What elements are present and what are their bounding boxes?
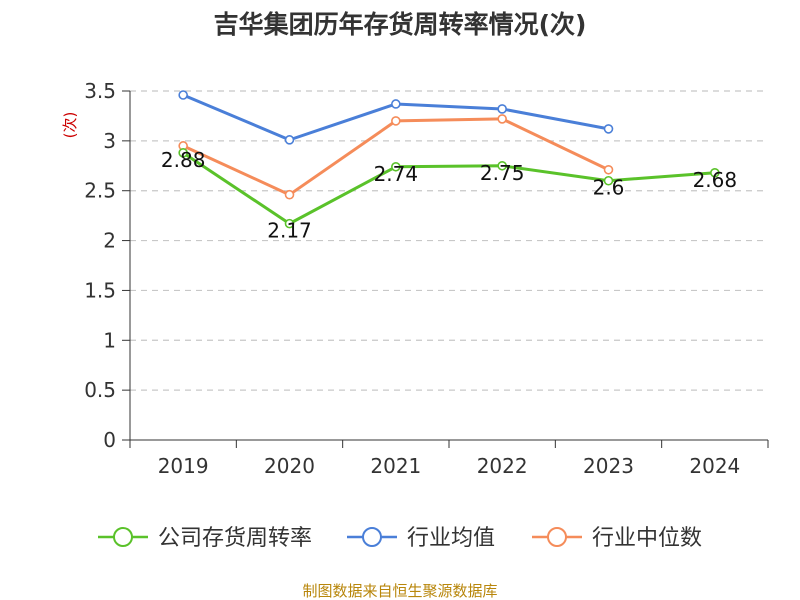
series-1-point-2023 [603, 124, 614, 134]
series-2-point-2022 [497, 114, 507, 124]
series-2-point-2021 [391, 116, 401, 126]
y-tick-label-4: 2 [103, 229, 116, 253]
data-label-2023: 2.6 [593, 176, 625, 200]
plot-area: 2.88 2.17 2.74 2.75 2.6 2.68 [161, 90, 738, 243]
chart-title: 吉华集团历年存货周转率情况(次) [214, 10, 587, 39]
series-1-point-2020 [284, 135, 295, 145]
legend-marker-0 [113, 527, 133, 547]
y-tick-label-1: 0.5 [84, 378, 116, 402]
x-tick-label-2023: 2023 [583, 454, 634, 478]
x-tick-label-2024: 2024 [689, 454, 740, 478]
series-0-point-2024 [710, 167, 720, 178]
legend-label-0: 公司存货周转率 [158, 526, 312, 551]
x-tick-label-2022: 2022 [477, 454, 528, 478]
legend-marker-1 [362, 527, 382, 547]
series-2-point-2020 [284, 189, 295, 200]
series-0-point-2019 [178, 148, 188, 158]
series-0-point-2020 [284, 218, 295, 229]
x-tick-label-2021: 2021 [370, 454, 421, 478]
series-2-point-2023 [603, 164, 614, 175]
data-label-2021: 2.74 [374, 162, 419, 186]
grid-lines [130, 90, 768, 391]
data-label-2022: 2.75 [480, 161, 525, 185]
y-tick-label-6: 3 [103, 129, 116, 153]
legend-label-1: 行业均值 [407, 526, 495, 551]
series-1-point-2019 [178, 90, 188, 100]
source-note: 制图数据来自恒生聚源数据库 [302, 582, 497, 600]
legend: 公司存货周转率 行业均值 行业中位数 [98, 526, 702, 551]
legend-label-2: 行业中位数 [592, 526, 702, 551]
y-tick-label-7: 3.5 [84, 79, 116, 103]
series-0-point-2023 [603, 175, 614, 186]
series-1-point-2022 [497, 104, 507, 114]
data-label-2020: 2.17 [267, 219, 312, 243]
data-label-2024: 2.68 [693, 168, 738, 192]
y-tick-label-3: 1.5 [84, 278, 116, 302]
axes: 0 0.5 1 1.5 2 2.5 3 3.5 2019 2020 2021 2022 2023 2024 [84, 79, 769, 478]
legend-marker-2 [547, 527, 567, 547]
x-tick-label-2019: 2019 [158, 454, 209, 478]
series-line-0 [182, 151, 715, 226]
y-tick-label-0: 0 [103, 428, 116, 452]
series-0-point-2021 [391, 161, 401, 172]
series-0-point-2022 [497, 160, 507, 171]
x-tick-label-2020: 2020 [264, 454, 315, 478]
series-1-point-2021 [391, 99, 401, 109]
y-axis-label: (次) [61, 112, 79, 139]
data-label-2019: 2.88 [161, 148, 206, 172]
y-tick-label-5: 2.5 [84, 179, 116, 203]
y-tick-label-2: 1 [103, 328, 116, 352]
